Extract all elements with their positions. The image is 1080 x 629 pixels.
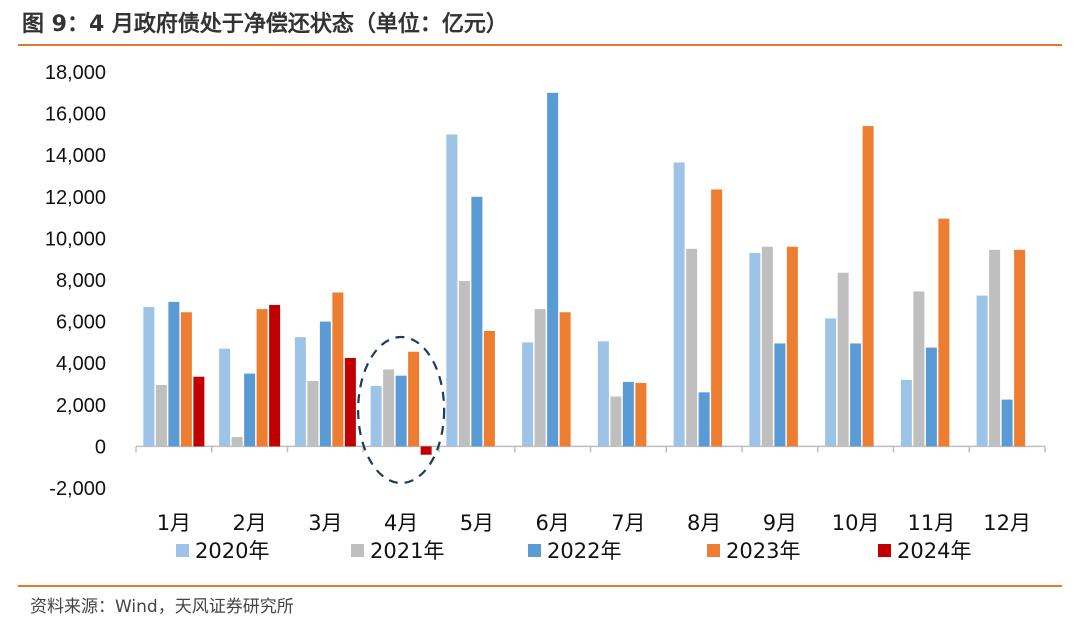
x-category-label: 2月 [232, 511, 266, 535]
bar [686, 248, 698, 447]
bar [989, 249, 1001, 447]
bar [370, 386, 382, 447]
bar [471, 196, 483, 447]
figure-title: 图 9：4 月政府债处于净偿还状态（单位：亿元） [22, 12, 508, 37]
y-tick-label: 2,000 [56, 395, 106, 417]
x-axis-tick-marks [135, 446, 1046, 453]
legend-swatch [707, 544, 720, 557]
legend-swatch [351, 544, 364, 557]
bar [786, 246, 798, 447]
source-rule [18, 585, 1062, 587]
bar [837, 272, 849, 447]
bar [319, 321, 331, 447]
legend-label: 2023年 [726, 539, 800, 563]
bar [143, 307, 155, 447]
bar [180, 312, 192, 447]
bar [395, 375, 407, 447]
x-category-label: 1月 [157, 511, 191, 535]
y-tick-label: 10,000 [45, 228, 106, 250]
bar [976, 295, 988, 447]
bar [925, 347, 937, 447]
legend-label: 2021年 [370, 539, 444, 563]
x-category-label: 11月 [908, 511, 956, 535]
bar [622, 381, 634, 447]
bars [143, 92, 1026, 455]
bar [597, 341, 609, 447]
bar [850, 343, 862, 447]
y-tick-label: 8,000 [56, 270, 106, 292]
bar [458, 281, 470, 447]
bar [344, 358, 356, 447]
bar [332, 292, 344, 447]
bar [155, 385, 167, 447]
title-rule [18, 44, 1062, 46]
bar [825, 318, 837, 447]
legend-label: 2022年 [547, 539, 621, 563]
bar [698, 392, 710, 447]
highlight-ellipse [357, 335, 446, 485]
bar [383, 369, 395, 447]
bar [559, 312, 571, 447]
bar [749, 252, 761, 447]
bar [307, 380, 319, 447]
bar [635, 382, 647, 447]
bar [408, 351, 420, 447]
legend: 2020年 2021年 2022年 2023年 2024年 [176, 539, 971, 563]
x-category-label: 8月 [687, 511, 721, 535]
legend-swatch [878, 544, 891, 557]
source-note: 资料来源：Wind，天风证券研究所 [30, 597, 294, 617]
y-tick-label: 0 [95, 436, 106, 458]
bar [269, 304, 281, 447]
bar [256, 309, 268, 447]
x-category-label: 6月 [535, 511, 569, 535]
bar [168, 301, 180, 447]
y-tick-label: 4,000 [56, 353, 106, 375]
bar [900, 379, 912, 447]
bar [446, 134, 458, 447]
legend-swatch [176, 544, 189, 557]
x-category-label: 10月 [832, 511, 880, 535]
x-category-label: 9月 [763, 511, 797, 535]
bar [534, 309, 546, 447]
legend-label: 2024年 [897, 539, 971, 563]
y-tick-label: 18,000 [45, 62, 106, 84]
legend-swatch [528, 544, 541, 557]
x-axis-categories: 1月 2月 3月 4月 5月 6月 7月 8月 9月 10月 11月 12月 [157, 511, 1031, 535]
x-category-label: 4月 [384, 511, 418, 535]
y-tick-label: 12,000 [45, 187, 106, 209]
bar [774, 343, 786, 447]
bar [1014, 249, 1026, 447]
bar [761, 246, 773, 447]
y-tick-label: 6,000 [56, 312, 106, 334]
bar [483, 330, 495, 447]
bar [231, 437, 243, 447]
x-category-label: 7月 [611, 511, 645, 535]
bar [938, 218, 950, 447]
bar [1001, 399, 1013, 447]
y-axis-ticks: 18,000 16,000 14,000 12,000 10,000 8,000 6,000… [45, 62, 106, 500]
bar [522, 342, 534, 447]
bar [711, 189, 723, 447]
y-tick-label: 14,000 [45, 145, 106, 167]
bar [294, 337, 306, 447]
bar [862, 126, 874, 447]
legend-label: 2020年 [195, 539, 269, 563]
bar [420, 446, 432, 455]
y-tick-label: -2,000 [49, 478, 106, 500]
y-tick-label: 16,000 [45, 104, 106, 126]
x-category-label: 3月 [308, 511, 342, 535]
x-category-label: 12月 [983, 511, 1031, 535]
bar [219, 348, 231, 447]
bar [673, 162, 685, 447]
bar [547, 92, 559, 447]
x-category-label: 5月 [460, 511, 494, 535]
bar [610, 396, 622, 447]
bar [244, 373, 256, 447]
bar [193, 376, 205, 447]
bar [913, 291, 925, 447]
